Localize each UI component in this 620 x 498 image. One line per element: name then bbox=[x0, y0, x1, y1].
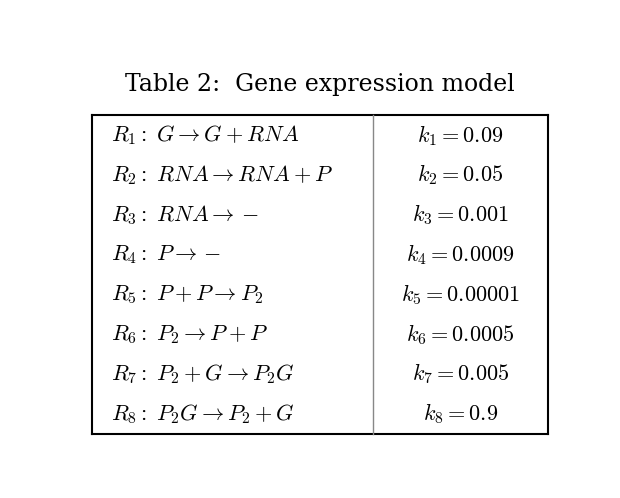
Text: $k_4 = 0.0009$: $k_4 = 0.0009$ bbox=[406, 242, 515, 267]
Text: $k_5 = 0.00001$: $k_5 = 0.00001$ bbox=[401, 282, 520, 307]
Text: $R_3{:}\; RNA \rightarrow\, {-}$: $R_3{:}\; RNA \rightarrow\, {-}$ bbox=[111, 203, 259, 227]
Text: $R_5{:}\; P + P \rightarrow P_2$: $R_5{:}\; P + P \rightarrow P_2$ bbox=[111, 283, 264, 306]
Text: $k_7 = 0.005$: $k_7 = 0.005$ bbox=[412, 362, 509, 386]
Text: $R_2{:}\; RNA \rightarrow RNA + P$: $R_2{:}\; RNA \rightarrow RNA + P$ bbox=[111, 163, 333, 187]
Text: $R_8{:}\; P_2G \rightarrow P_2 + G$: $R_8{:}\; P_2G \rightarrow P_2 + G$ bbox=[111, 402, 295, 426]
Text: $R_1{:}\; G \rightarrow G + RNA$: $R_1{:}\; G \rightarrow G + RNA$ bbox=[111, 124, 299, 147]
Text: $R_7{:}\; P_2 + G \rightarrow P_2G$: $R_7{:}\; P_2 + G \rightarrow P_2G$ bbox=[111, 362, 295, 386]
Text: Table 2:  Gene expression model: Table 2: Gene expression model bbox=[125, 73, 515, 96]
Text: $k_6 = 0.0005$: $k_6 = 0.0005$ bbox=[406, 322, 515, 347]
Text: $k_2 = 0.05$: $k_2 = 0.05$ bbox=[417, 163, 503, 187]
Text: $k_8 = 0.9$: $k_8 = 0.9$ bbox=[423, 401, 498, 426]
Text: $k_1 = 0.09$: $k_1 = 0.09$ bbox=[417, 123, 503, 147]
Text: $R_6{:}\; P_2 \rightarrow P + P$: $R_6{:}\; P_2 \rightarrow P + P$ bbox=[111, 323, 268, 346]
Text: $R_4{:}\; P \rightarrow\, {-}$: $R_4{:}\; P \rightarrow\, {-}$ bbox=[111, 243, 221, 266]
Text: $k_3 = 0.001$: $k_3 = 0.001$ bbox=[412, 202, 509, 227]
